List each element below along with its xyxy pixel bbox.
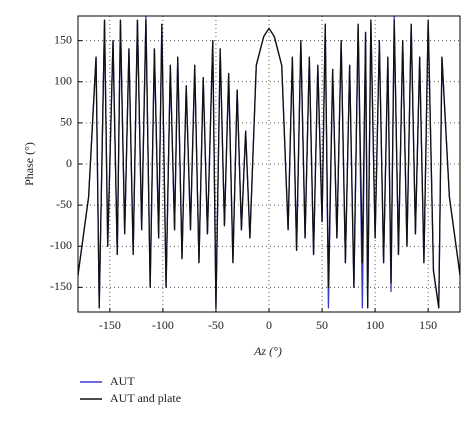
x-tick-label: 150 [419, 318, 437, 332]
legend-label: AUT and plate [110, 391, 181, 405]
y-tick-label: 100 [54, 74, 72, 88]
y-tick-label: 50 [60, 115, 72, 129]
plot-frame [77, 15, 461, 313]
x-tick-label: 100 [366, 318, 384, 332]
x-tick-label: -100 [152, 318, 174, 332]
y-tick-label: -150 [50, 279, 72, 293]
y-tick-label: -50 [56, 197, 72, 211]
x-tick-label: 0 [266, 318, 272, 332]
y-tick-label: 0 [66, 156, 72, 170]
x-tick-label: 50 [316, 318, 328, 332]
x-tick-label: -50 [208, 318, 224, 332]
x-axis-label: Az (°) [253, 344, 282, 358]
y-tick-label: 150 [54, 32, 72, 46]
series-line [77, 19, 461, 309]
y-axis-label: Phase (°) [22, 142, 36, 186]
y-tick-label: -100 [50, 238, 72, 252]
x-tick-label: -150 [99, 318, 121, 332]
legend-label: AUT [110, 374, 135, 388]
